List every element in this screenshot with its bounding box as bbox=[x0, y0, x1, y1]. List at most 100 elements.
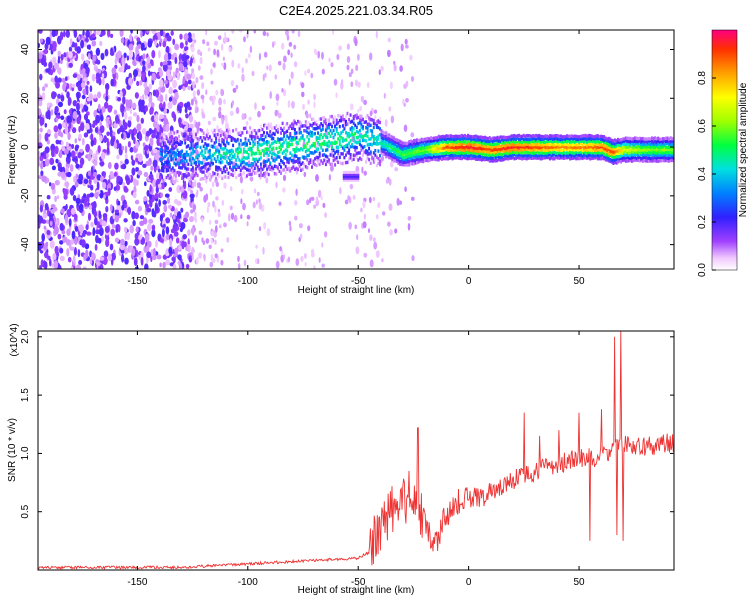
spectrogram-noise-cell bbox=[262, 30, 267, 37]
spectrogram-ridge-cell bbox=[567, 143, 570, 147]
spectrogram-ridge-cell bbox=[430, 141, 432, 145]
spectrogram-ridge-cell bbox=[663, 139, 666, 143]
spectrogram-ridge-cell bbox=[161, 179, 163, 183]
spectrogram-ridge-cell bbox=[549, 136, 551, 141]
spectrogram-noise-cell bbox=[147, 63, 152, 69]
spectrogram-ridge-cell bbox=[638, 155, 641, 159]
spectrogram-ridge-cell bbox=[358, 134, 361, 138]
spectrogram-ridge-cell bbox=[470, 156, 473, 161]
spectrogram-ridge-cell bbox=[598, 150, 601, 155]
spectrogram-ridge-cell bbox=[501, 155, 504, 159]
spectrogram-ridge-cell bbox=[422, 140, 425, 144]
spectrogram-noise-cell bbox=[295, 188, 298, 196]
spectrogram-ridge-cell bbox=[572, 134, 575, 139]
spectrogram-ridge-cell bbox=[187, 134, 190, 138]
spectrogram-noise-cell bbox=[124, 112, 128, 120]
spectrogram-noise-cell bbox=[120, 164, 124, 169]
spectrogram-ridge-cell bbox=[295, 131, 298, 135]
spectrogram-noise-cell bbox=[84, 37, 89, 43]
spectrogram-noise-cell bbox=[72, 100, 78, 107]
spectrogram-noise-cell bbox=[147, 40, 153, 48]
spectrogram-ridge-cell bbox=[349, 156, 352, 160]
spectrogram-noise-cell bbox=[74, 225, 79, 232]
spectrogram-ridge-cell bbox=[195, 163, 197, 167]
spectrogram-noise-cell bbox=[224, 31, 227, 38]
spectrogram-noise-cell bbox=[40, 57, 46, 66]
spectrogram-ridge-cell bbox=[593, 144, 596, 149]
spectrogram-noise-cell bbox=[89, 258, 93, 265]
spectrogram-noise-cell bbox=[182, 60, 188, 68]
spectrogram-ridge-cell bbox=[399, 153, 402, 158]
spectrogram-ridge-cell bbox=[399, 143, 402, 147]
spectrogram-noise-cell bbox=[103, 171, 106, 178]
spectrogram-ridge-cell bbox=[328, 131, 330, 136]
spectrogram-noise-cell bbox=[90, 184, 94, 191]
spectrogram-ridge-cell bbox=[474, 138, 477, 142]
spectrogram-noise-cell bbox=[359, 106, 362, 111]
spectrogram-ridge-cell bbox=[309, 123, 312, 127]
spectrogram-ridge-cell bbox=[468, 139, 471, 143]
spectrogram-ridge-cell bbox=[193, 144, 196, 149]
spectrogram-ridge-cell bbox=[615, 154, 618, 159]
spectrogram-noise-cell bbox=[120, 103, 125, 113]
spectrogram-ridge-cell bbox=[664, 147, 667, 151]
spectrogram-ridge-cell bbox=[576, 135, 579, 139]
spectrogram-ridge-cell bbox=[326, 126, 329, 130]
spectrogram-ridge-cell bbox=[174, 131, 177, 135]
spectrogram-ridge-cell bbox=[174, 155, 177, 159]
spectrogram-ridge-cell bbox=[185, 153, 188, 157]
spectrogram-ridge-cell bbox=[456, 142, 459, 146]
spectrogram-ridge-cell bbox=[276, 137, 279, 141]
spectrogram-ridge-cell bbox=[660, 153, 663, 157]
spectrogram-ridge-cell bbox=[647, 147, 650, 152]
spectrogram-ridge-cell bbox=[615, 157, 618, 162]
spectrogram-ridge-cell bbox=[371, 143, 374, 147]
spectrogram-ridge-cell bbox=[569, 157, 572, 161]
spectrogram-ridge-cell bbox=[159, 176, 162, 180]
spectrogram-noise-cell bbox=[229, 110, 234, 117]
spectrogram-ridge-cell bbox=[592, 143, 595, 147]
spectrogram-ridge-cell bbox=[496, 150, 499, 155]
spectrogram-ridge-cell bbox=[456, 137, 459, 141]
spectrogram-ridge-cell bbox=[232, 165, 235, 170]
spectrogram-noise-cell bbox=[81, 94, 86, 100]
spectrogram-ridge-cell bbox=[487, 150, 490, 154]
spectrogram-ridge-cell bbox=[275, 124, 278, 128]
spectrogram-ridge-cell bbox=[654, 145, 657, 149]
spectrogram-ridge-cell bbox=[394, 150, 397, 155]
spectrogram-noise-cell bbox=[71, 127, 77, 134]
spectrogram-ridge-cell bbox=[606, 141, 609, 146]
spectrogram-noise-cell bbox=[290, 52, 293, 58]
spectrogram-noise-cell bbox=[119, 127, 125, 132]
spectrogram-noise-cell bbox=[114, 215, 120, 223]
spectrogram-noise-cell bbox=[44, 146, 50, 154]
spectrogram-ridge-cell bbox=[289, 169, 292, 173]
spectrogram-ridge-cell bbox=[332, 148, 335, 152]
spectrogram-ridge-cell bbox=[474, 142, 477, 147]
spectrogram-ridge-cell bbox=[420, 140, 423, 144]
spectrogram-ridge-cell bbox=[377, 149, 380, 153]
spectrogram-ridge-cell bbox=[201, 129, 204, 133]
spectrogram-ridge-cell bbox=[298, 164, 301, 169]
spectrogram-noise-cell bbox=[195, 256, 199, 265]
spectrogram-ridge-cell bbox=[513, 133, 516, 138]
spectrogram-noise-cell bbox=[317, 189, 322, 198]
spectrogram-ridge-cell bbox=[624, 156, 627, 160]
spectrogram-ridge-cell bbox=[575, 134, 578, 139]
spectrogram-noise-cell bbox=[207, 120, 211, 126]
spectrogram-ridge-cell bbox=[624, 159, 627, 163]
spectrogram-ridge-cell bbox=[366, 152, 369, 156]
spectrogram-ridge-cell bbox=[411, 143, 414, 147]
spectrogram-secondary-cell bbox=[342, 176, 345, 180]
spectrogram-ridge-cell bbox=[609, 149, 612, 153]
spectrogram-ridge-cell bbox=[179, 130, 182, 134]
spectrogram-ridge-cell bbox=[558, 143, 561, 147]
spectrogram-ridge-cell bbox=[459, 151, 462, 155]
spectrogram-ridge-cell bbox=[218, 160, 221, 164]
spectrogram-noise-cell bbox=[135, 226, 139, 233]
spectrogram-noise-cell bbox=[189, 216, 194, 223]
spectrogram-ridge-cell bbox=[309, 158, 312, 162]
spectrogram-noise-cell bbox=[132, 220, 136, 227]
spectrogram-ridge-cell bbox=[612, 155, 615, 159]
spectrogram-ridge-cell bbox=[433, 157, 436, 161]
